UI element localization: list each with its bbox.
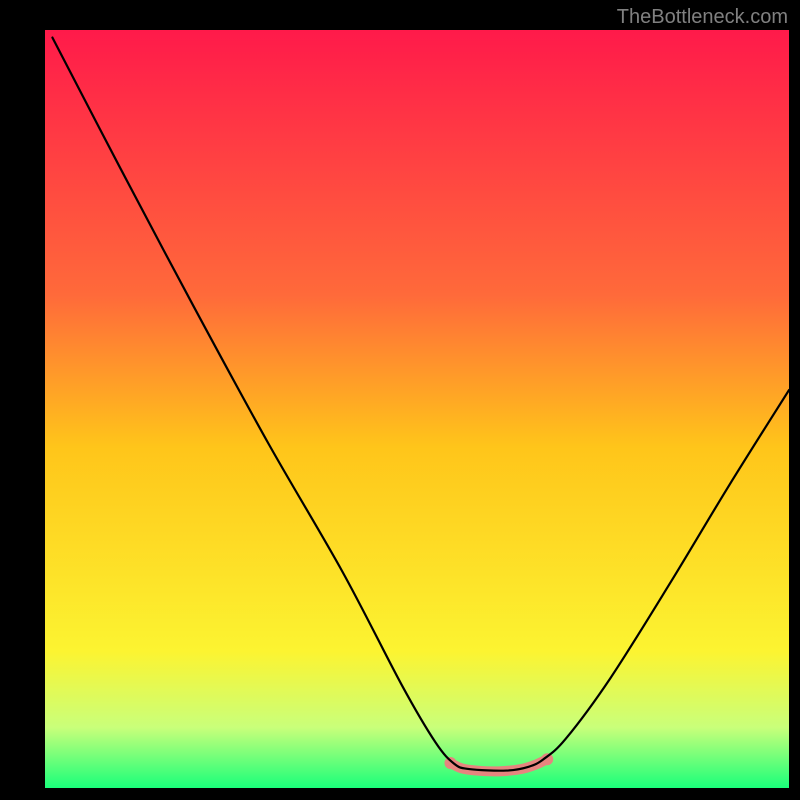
chart-svg [45, 30, 789, 788]
main-curve [52, 38, 789, 771]
chart-plot-area [45, 30, 789, 788]
watermark-text: TheBottleneck.com [617, 6, 788, 29]
